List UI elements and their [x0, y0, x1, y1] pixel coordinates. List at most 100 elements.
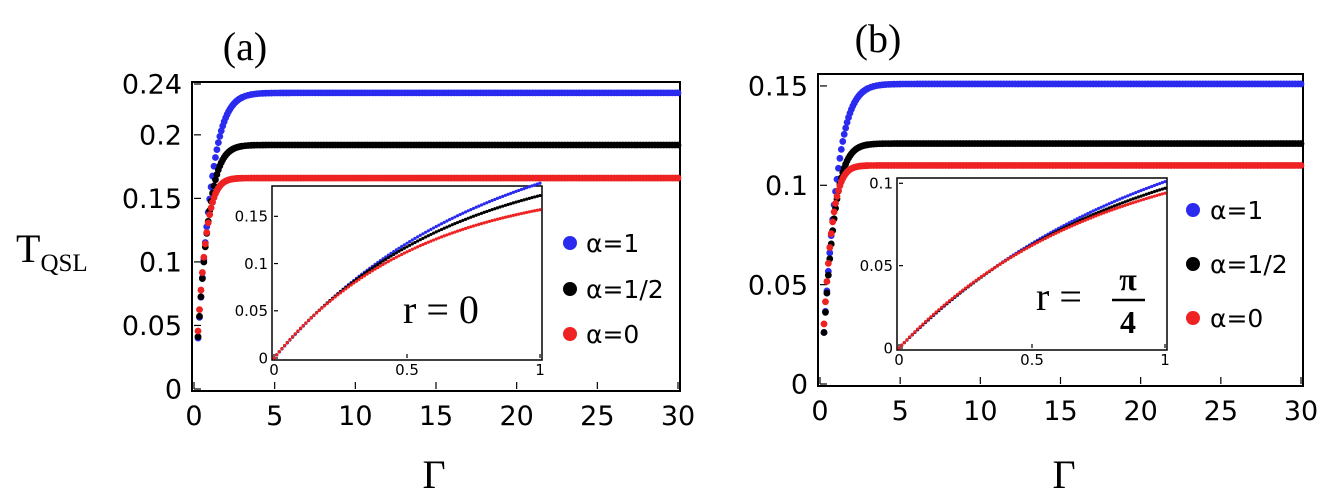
inset-data-point — [291, 335, 295, 339]
data-point — [820, 329, 828, 336]
inset-data-point — [471, 206, 476, 211]
inset-data-point — [397, 246, 401, 250]
inset-y-ticks: 0 0.05 0.1 0.15 — [235, 208, 278, 367]
inset-data-point — [474, 223, 478, 227]
inset-data-point — [947, 299, 952, 303]
inset-data-point — [487, 208, 492, 213]
legend-item: α=1/2 — [563, 275, 664, 304]
inset-annotation-numerator: π — [1119, 261, 1137, 297]
y-tick-label: 0 — [258, 349, 268, 367]
inset-data-point — [408, 248, 412, 253]
inset-data-point — [394, 248, 398, 252]
inset-y-ticks: 0 0.05 0.1 — [860, 175, 903, 357]
inset-data-point — [1003, 259, 1008, 263]
inset-data-point — [485, 220, 489, 224]
inset-data-point — [479, 203, 484, 207]
inset-data-point — [362, 274, 367, 278]
inset-data-point — [453, 215, 457, 219]
inset-data-point — [908, 335, 912, 339]
inset-data-point — [993, 265, 997, 270]
inset-data-point — [392, 252, 396, 257]
data-point — [194, 333, 202, 341]
inset-data-point — [1062, 227, 1066, 232]
data-point — [839, 138, 847, 145]
data-point — [201, 240, 209, 248]
inset-data-point — [405, 241, 409, 245]
data-point — [206, 211, 214, 219]
x-tick-label: 1 — [1160, 351, 1170, 369]
inset-data-point — [466, 216, 470, 220]
data-point — [827, 230, 835, 238]
data-point — [1297, 162, 1305, 169]
y-ticks: 0 0.05 0.1 0.15 0.2 0.24 — [122, 70, 201, 406]
legend-marker — [563, 282, 577, 296]
legend-label: α=1/2 — [1210, 250, 1288, 279]
inset-data-point — [389, 251, 393, 255]
inset-data-point — [469, 225, 473, 229]
inset-data-point — [1001, 260, 1005, 265]
inset-series-points — [272, 181, 542, 360]
inset-data-point — [424, 230, 428, 234]
inset-data-point — [498, 216, 502, 221]
inset-data-point — [517, 212, 521, 216]
inset-data-point — [910, 332, 914, 336]
data-point — [204, 219, 212, 227]
inset-data-point — [1142, 187, 1146, 192]
inset-data-point — [442, 226, 446, 230]
inset-data-point — [1107, 202, 1111, 206]
inset-data-point — [1112, 199, 1117, 204]
inset-data-point — [506, 214, 510, 219]
chart-panel-a: (a) TQSL 00.050.10.150.20.24 0 5 10 15 20 25 3… — [16, 24, 695, 497]
data-point — [212, 176, 219, 184]
inset-data-point — [458, 228, 462, 232]
inset-data-point — [525, 197, 529, 201]
series-α=0 — [820, 162, 1305, 328]
inset-data-point — [1118, 202, 1122, 206]
inset-data-point — [349, 283, 353, 287]
inset-data-point — [400, 252, 404, 257]
inset-data-point — [1152, 190, 1156, 194]
inset-data-point — [1155, 189, 1159, 193]
inset-data-point — [376, 265, 380, 270]
data-point — [674, 89, 682, 97]
inset-data-point — [1043, 236, 1047, 241]
inset-data-point — [918, 325, 922, 329]
inset-annotation: r = 0 — [403, 287, 479, 332]
inset-data-point — [514, 189, 518, 194]
inset-data-point — [1158, 193, 1162, 197]
x-tick-label: 25 — [1204, 396, 1238, 427]
inset-data-point — [402, 251, 406, 255]
inset-data-point — [344, 287, 348, 291]
inset-data-point — [517, 188, 521, 193]
inset-data-point — [330, 297, 335, 301]
inset-data-point — [296, 329, 300, 333]
inset-data-point — [418, 244, 422, 248]
inset-data-point — [386, 259, 390, 264]
inset-data-point — [514, 213, 518, 217]
y-axis-label-main: T — [16, 226, 40, 271]
inset-data-point — [1150, 184, 1154, 189]
inset-data-point — [977, 276, 981, 280]
inset-data-point — [288, 337, 292, 342]
inset-data-point — [939, 305, 944, 309]
data-point — [197, 293, 205, 301]
inset-data-point — [1099, 209, 1103, 213]
inset-data-point — [985, 271, 989, 275]
inset-data-point — [1059, 225, 1063, 229]
inset-data-point — [1067, 221, 1071, 225]
inset-data-point — [511, 190, 515, 194]
inset-data-point — [535, 194, 539, 198]
inset-data-point — [373, 264, 377, 268]
inset-data-point — [450, 231, 454, 235]
inset-data-point — [514, 200, 518, 204]
inset-data-point — [410, 247, 414, 251]
inset-data-point — [495, 217, 500, 221]
data-point — [826, 249, 834, 257]
inset-data-point — [413, 246, 417, 250]
legend-label: α=0 — [586, 320, 639, 349]
inset-data-point — [397, 249, 401, 253]
inset-data-point — [394, 251, 398, 255]
inset-data-point — [381, 262, 385, 267]
inset-data-point — [1142, 197, 1146, 201]
panel-label-b: (b) — [855, 16, 902, 61]
